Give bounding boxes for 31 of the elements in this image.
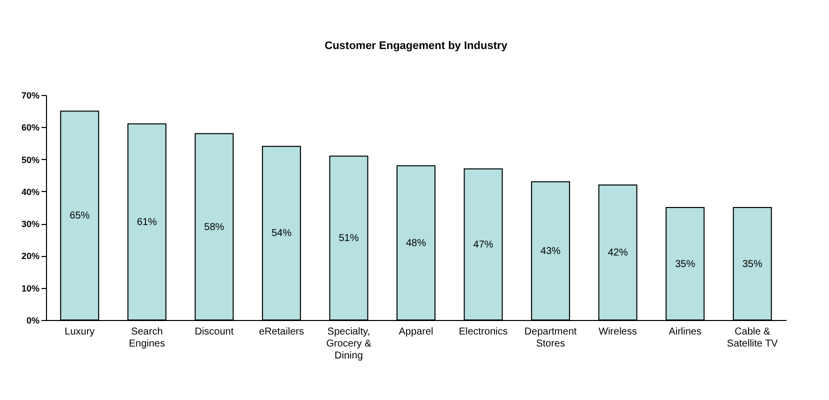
y-tick-label: 40%	[21, 186, 40, 197]
y-tick-label: 30%	[21, 219, 40, 230]
x-tick-label: Specialty, Grocery & Dining	[326, 326, 372, 362]
data-label: 43%	[540, 246, 561, 257]
y-tick-label: 60%	[21, 122, 40, 133]
data-label: 54%	[271, 228, 292, 240]
y-tick-label: 20%	[21, 251, 40, 262]
y-tick-label: 50%	[21, 154, 40, 165]
x-tick-label: Discount	[194, 326, 234, 338]
data-label: 47%	[473, 239, 494, 250]
data-label: 65%	[70, 210, 90, 222]
x-tick-label: Search Engines	[128, 326, 165, 350]
x-tick-label: eRetailers	[258, 326, 304, 338]
x-tick-label: Department Stores	[524, 326, 577, 350]
x-tick-label: Electronics	[458, 326, 508, 338]
y-tick-label: 70%	[21, 90, 40, 100]
x-tick-label: Apparel	[398, 326, 434, 338]
x-tick-label: Luxury	[64, 326, 95, 338]
data-label: 35%	[675, 258, 696, 270]
data-label: 42%	[608, 248, 628, 258]
data-label: 61%	[136, 216, 158, 228]
y-tick-label: 10%	[21, 283, 40, 294]
x-tick-label: Wireless	[598, 326, 637, 338]
y-tick-label: 0%	[26, 316, 40, 326]
x-tick-label: Cable & Satellite TV	[726, 326, 778, 350]
data-label: 48%	[406, 238, 426, 249]
data-label: 35%	[742, 258, 762, 270]
data-label: 58%	[204, 222, 224, 233]
x-tick-label: Airlines	[668, 326, 702, 338]
data-label: 51%	[338, 233, 359, 244]
chart-title: Customer Engagement by Industry	[324, 40, 508, 52]
